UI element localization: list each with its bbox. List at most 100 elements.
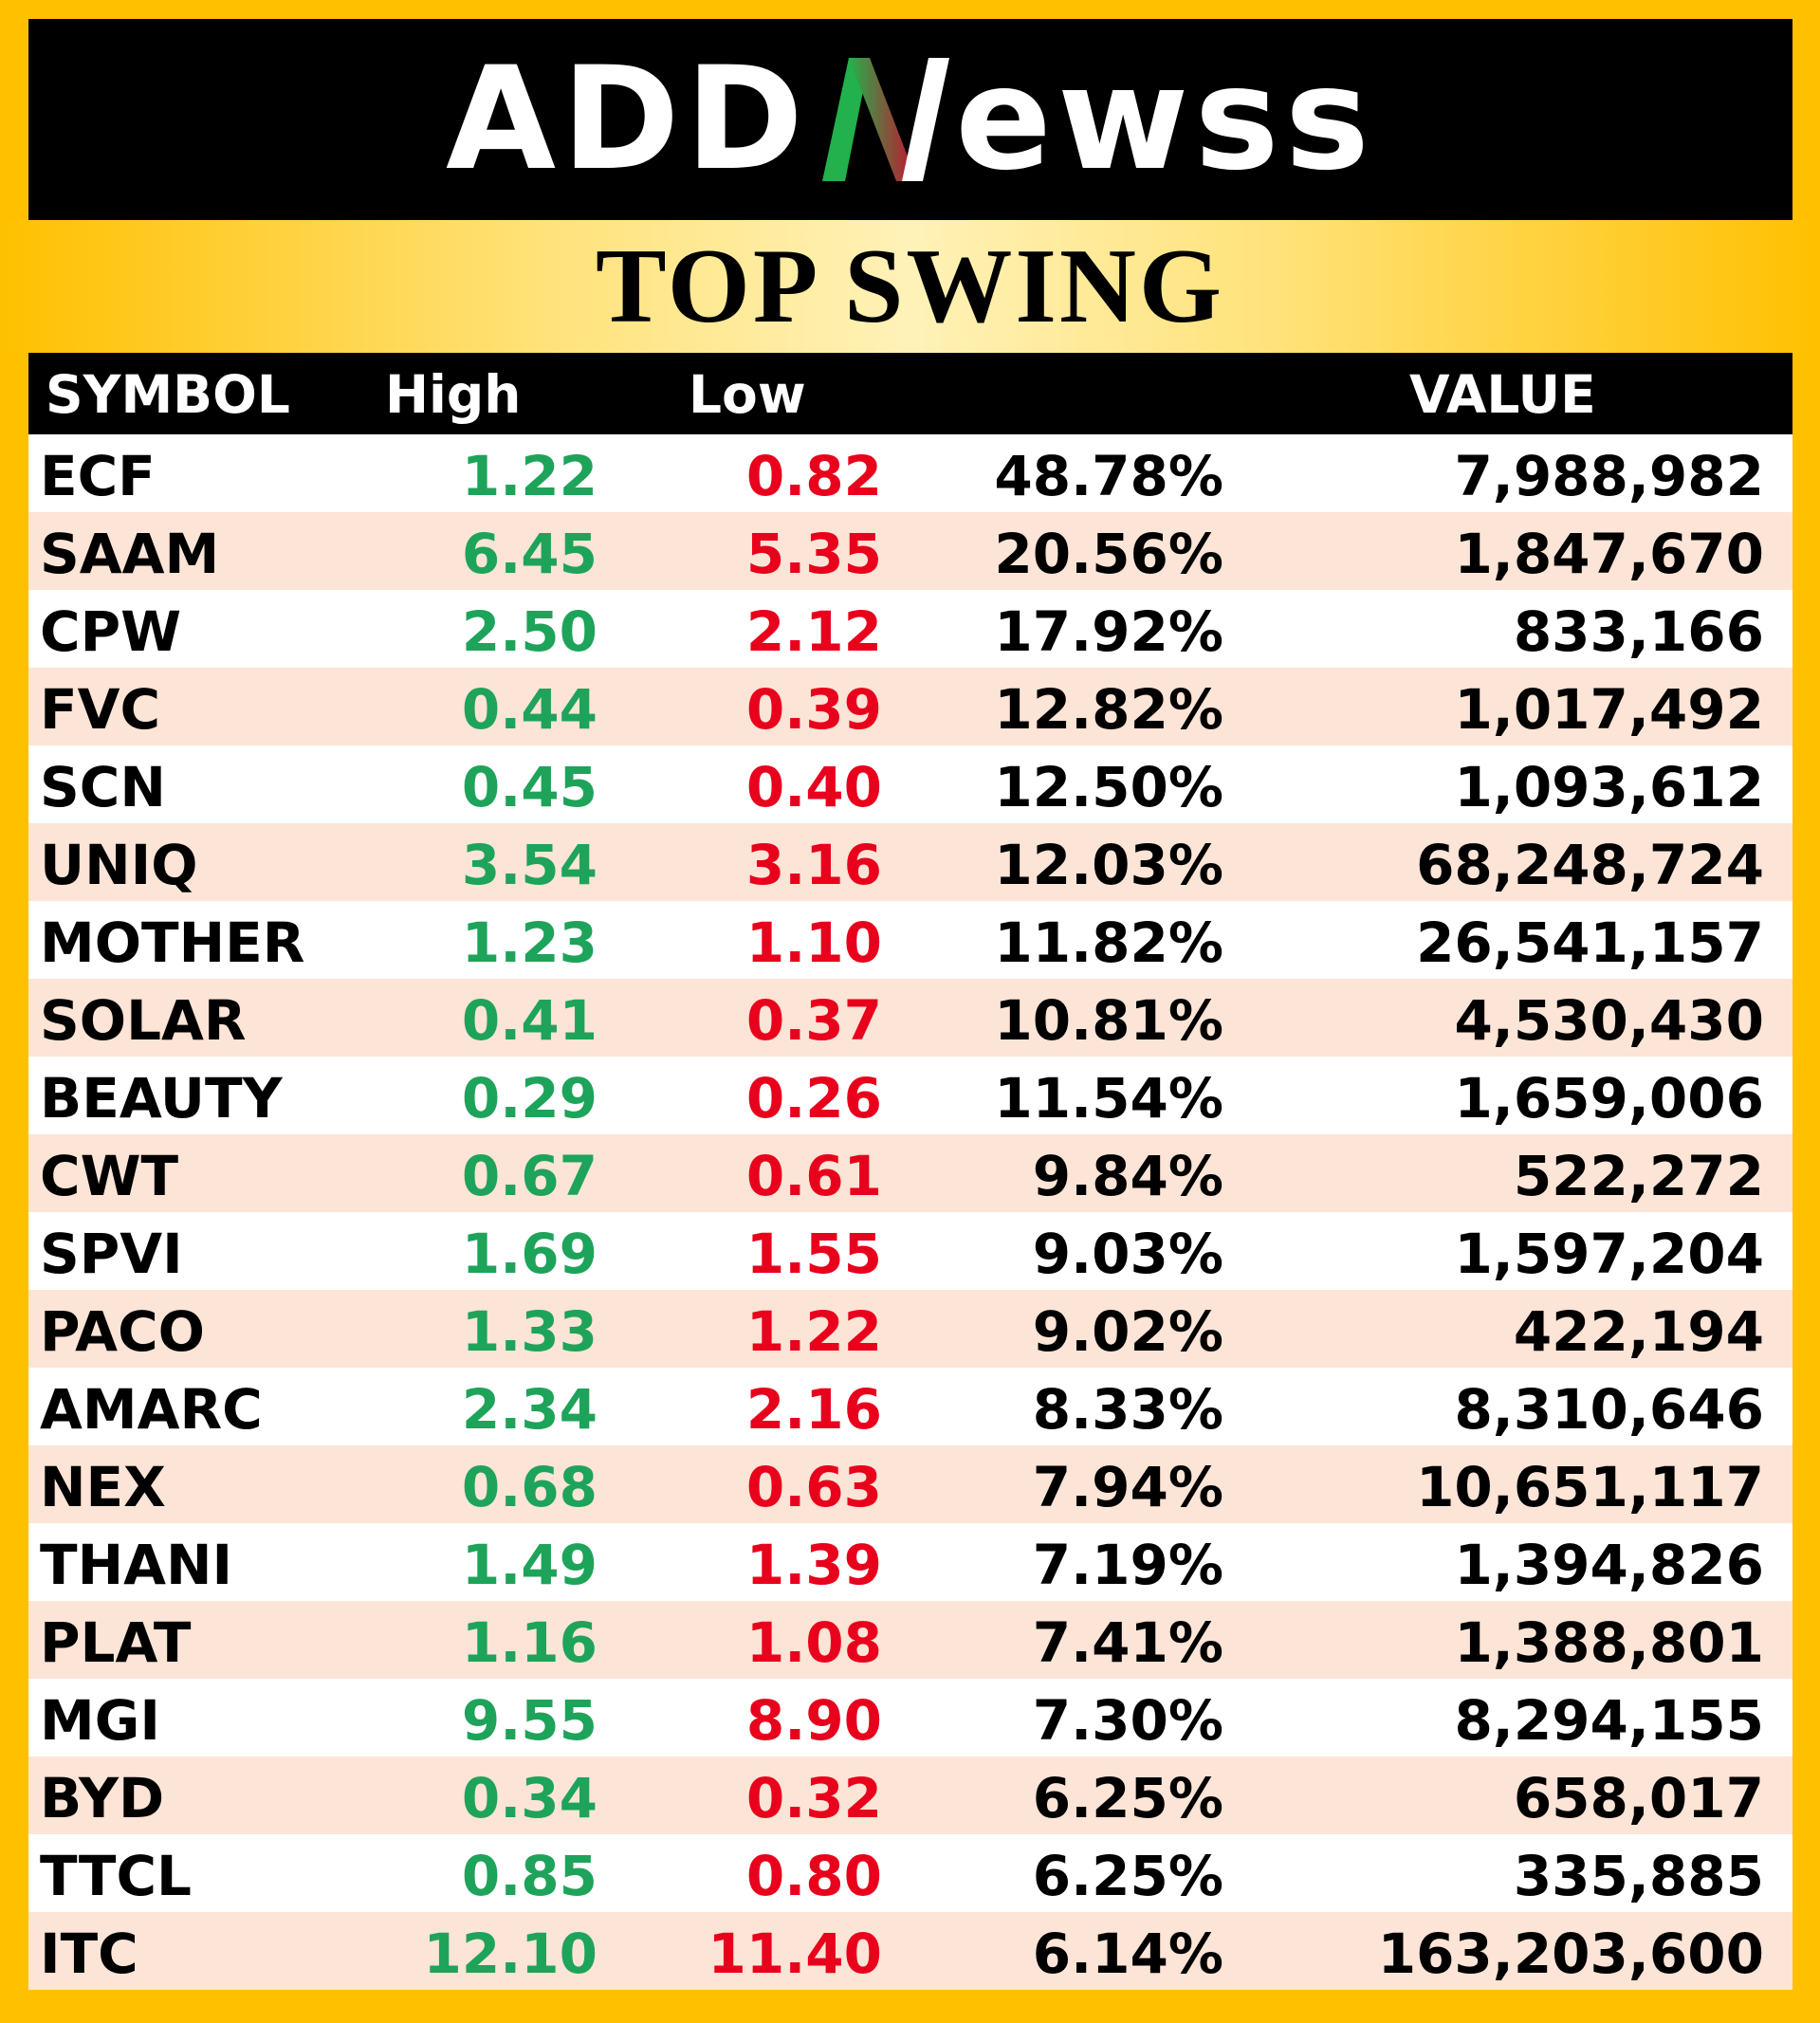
row-pct: 20.56%	[994, 522, 1223, 586]
table-row: TTCL 0.85 0.80 6.25% 335,885	[28, 1834, 1792, 1912]
row-high: 1.69	[461, 1222, 597, 1286]
row-low: 0.37	[745, 988, 882, 1053]
table-row: SAAM 6.45 5.35 20.56% 1,847,670	[28, 512, 1792, 590]
row-symbol: SCN	[40, 755, 166, 819]
row-symbol: SOLAR	[40, 988, 247, 1053]
table-row: MGI 9.55 8.90 7.30% 8,294,155	[28, 1679, 1792, 1756]
row-high: 0.67	[461, 1144, 597, 1208]
row-pct: 9.02%	[1032, 1299, 1223, 1364]
row-pct: 48.78%	[994, 444, 1223, 508]
row-high: 1.33	[461, 1299, 597, 1364]
row-low: 1.10	[745, 910, 882, 975]
table-row: ITC 12.10 11.40 6.14% 163,203,600	[28, 1912, 1792, 1990]
row-low: 11.40	[708, 1922, 882, 1986]
row-symbol: MGI	[40, 1688, 160, 1753]
row-value: 422,194	[1513, 1299, 1764, 1364]
row-pct: 7.19%	[1032, 1533, 1223, 1597]
table-row: BEAUTY 0.29 0.26 11.54% 1,659,006	[28, 1057, 1792, 1134]
row-pct: 7.94%	[1032, 1455, 1223, 1519]
table-row: THANI 1.49 1.39 7.19% 1,394,826	[28, 1523, 1792, 1601]
row-symbol: UNIQ	[40, 833, 198, 897]
row-high: 0.41	[461, 988, 597, 1053]
row-value: 68,248,724	[1416, 833, 1764, 897]
row-symbol: ECF	[40, 444, 156, 508]
row-pct: 6.25%	[1032, 1766, 1223, 1830]
row-symbol: BYD	[40, 1766, 165, 1830]
row-symbol: PACO	[40, 1299, 205, 1364]
row-pct: 6.25%	[1032, 1844, 1223, 1908]
row-pct: 17.92%	[994, 599, 1223, 664]
row-low: 1.55	[745, 1222, 882, 1286]
table-body: ECF 1.22 0.82 48.78% 7,988,982 SAAM 6.45 5.35 20…	[28, 434, 1792, 1990]
row-symbol: PLAT	[40, 1610, 192, 1675]
row-pct: 7.30%	[1032, 1688, 1223, 1753]
row-pct: 9.84%	[1032, 1144, 1223, 1208]
row-value: 658,017	[1513, 1766, 1764, 1830]
row-low: 3.16	[745, 833, 882, 897]
row-pct: 12.50%	[994, 755, 1223, 819]
table-row: SPVI 1.69 1.55 9.03% 1,597,204	[28, 1212, 1792, 1290]
table-row: AMARC 2.34 2.16 8.33% 8,310,646	[28, 1368, 1792, 1445]
header-value: VALUE	[1409, 364, 1596, 425]
table-row: BYD 0.34 0.32 6.25% 658,017	[28, 1756, 1792, 1834]
row-value: 1,388,801	[1454, 1610, 1764, 1675]
table-row: PLAT 1.16 1.08 7.41% 1,388,801	[28, 1601, 1792, 1679]
header-banner: ADD ewss	[28, 19, 1792, 220]
table-row: SOLAR 0.41 0.37 10.81% 4,530,430	[28, 979, 1792, 1057]
row-value: 833,166	[1513, 599, 1764, 664]
row-low: 1.22	[745, 1299, 882, 1364]
row-low: 0.32	[745, 1766, 882, 1830]
row-value: 7,988,982	[1454, 444, 1764, 508]
row-low: 1.08	[745, 1610, 882, 1675]
row-value: 163,203,600	[1377, 1922, 1764, 1986]
row-low: 0.40	[745, 755, 882, 819]
row-symbol: BEAUTY	[40, 1066, 283, 1131]
row-pct: 11.54%	[994, 1066, 1223, 1131]
row-symbol: SAAM	[40, 522, 220, 586]
table-row: UNIQ 3.54 3.16 12.03% 68,248,724	[28, 823, 1792, 901]
table-row: NEX 0.68 0.63 7.94% 10,651,117	[28, 1445, 1792, 1523]
row-low: 2.12	[745, 599, 882, 664]
row-symbol: FVC	[40, 677, 161, 742]
header-low: Low	[689, 364, 806, 425]
row-low: 0.63	[745, 1455, 882, 1519]
row-low: 0.26	[745, 1066, 882, 1131]
row-high: 2.34	[461, 1377, 597, 1442]
row-value: 1,597,204	[1454, 1222, 1764, 1286]
row-low: 8.90	[745, 1688, 882, 1753]
row-value: 522,272	[1513, 1144, 1764, 1208]
row-high: 2.50	[461, 599, 597, 664]
table-row: SCN 0.45 0.40 12.50% 1,093,612	[28, 745, 1792, 823]
row-value: 1,847,670	[1454, 522, 1764, 586]
table-row: MOTHER 1.23 1.10 11.82% 26,541,157	[28, 901, 1792, 979]
row-symbol: AMARC	[40, 1377, 263, 1442]
table-row: PACO 1.33 1.22 9.02% 422,194	[28, 1290, 1792, 1368]
brand-logo: ADD ewss	[446, 39, 1375, 200]
row-high: 1.49	[461, 1533, 597, 1597]
logo-text-left: ADD	[446, 37, 810, 202]
table-header: SYMBOL High Low VALUE	[28, 353, 1792, 434]
row-high: 0.29	[461, 1066, 597, 1131]
row-value: 10,651,117	[1416, 1455, 1764, 1519]
row-symbol: TTCL	[40, 1844, 192, 1908]
row-high: 12.10	[423, 1922, 597, 1986]
row-low: 5.35	[745, 522, 882, 586]
row-value: 1,659,006	[1454, 1066, 1764, 1131]
row-low: 0.82	[745, 444, 882, 508]
row-value: 4,530,430	[1454, 988, 1764, 1053]
row-symbol: ITC	[40, 1922, 138, 1986]
table-row: CPW 2.50 2.12 17.92% 833,166	[28, 590, 1792, 668]
row-symbol: CWT	[40, 1144, 179, 1208]
header-symbol: SYMBOL	[46, 364, 290, 425]
row-value: 1,017,492	[1454, 677, 1764, 742]
row-symbol: SPVI	[40, 1222, 183, 1286]
row-low: 2.16	[745, 1377, 882, 1442]
row-symbol: NEX	[40, 1455, 166, 1519]
row-pct: 9.03%	[1032, 1222, 1223, 1286]
row-value: 335,885	[1513, 1844, 1764, 1908]
swing-table: SYMBOL High Low VALUE ECF 1.22 0.82 48.78% 7…	[28, 353, 1792, 1990]
n-logo-icon	[822, 58, 950, 181]
row-high: 1.22	[461, 444, 597, 508]
row-value: 1,394,826	[1454, 1533, 1764, 1597]
row-value: 26,541,157	[1416, 910, 1764, 975]
